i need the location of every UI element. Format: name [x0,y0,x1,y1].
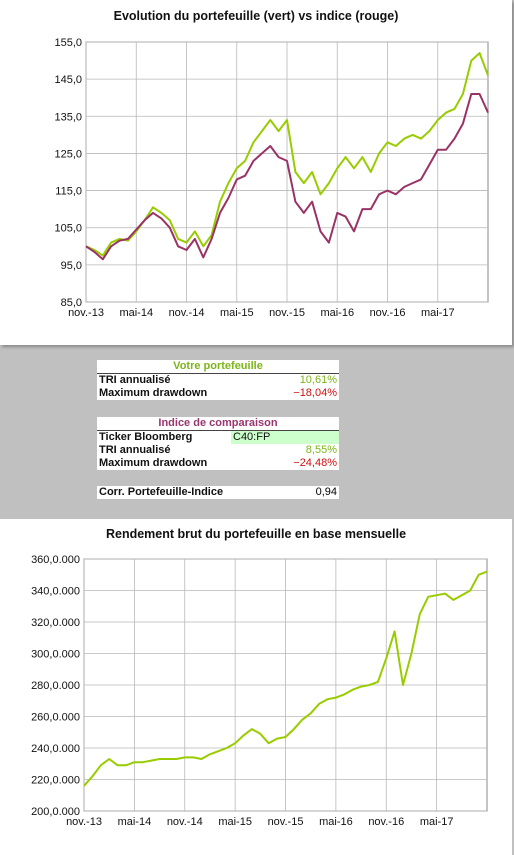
x-tick-label: mai-14 [119,307,153,319]
y-tick-label: 115,0 [55,186,82,198]
x-tick-label: nov.-16 [370,307,406,319]
portfolio-table: Votre portefeuille TRI annualisé 10,61% … [97,360,339,400]
x-tick-label: mai-15 [220,307,254,319]
y-tick-label: 280,0.000 [31,680,80,692]
monthly-return-chart: 200,0.000 220,0.000 240,0.000 260,0.000 280,… [31,554,488,828]
y-tick-label: 95,0 [61,260,82,272]
index-table-header: Indice de comparaison [97,417,339,431]
y-tick-label: 145,0 [54,74,82,86]
portfolio-table-header: Votre portefeuille [97,360,339,374]
y-tick-label: 240,0.000 [31,743,80,755]
y-tick-label: 125,0 [54,148,82,160]
index-ticker-label: Ticker Bloomberg [99,431,193,443]
y-tick-label: 320,0.000 [31,617,80,629]
series-line-portefeuille [83,570,488,787]
x-tick-label: mai-14 [118,816,152,828]
x-tick-label: nov.-14 [169,307,205,319]
index-table: Indice de comparaison Ticker Bloomberg C… [97,417,339,470]
x-tick-label: nov.-13 [66,816,102,828]
y-tick-label: 85,0 [61,297,82,309]
y-tick-label: 200,0.000 [31,806,80,818]
portfolio-tri-value: 10,61% [299,374,337,386]
x-tick-label: nov.-15 [269,307,305,319]
x-tick-label: nov.-13 [68,307,104,319]
x-tick-label: nov.-15 [268,816,304,828]
x-tick-label: mai-17 [420,816,454,828]
y-tick-label: 360,0.000 [31,554,80,566]
index-tri-label: TRI annualisé [99,444,171,456]
portfolio-vs-index-chart: 85,0 95,0 105,0 115,0 125,0 135,0 145,0 155,0 no… [54,37,489,319]
x-tick-label: nov.-14 [167,816,203,828]
index-ticker-value: C40:FP [231,430,339,444]
y-tick-label: 340,0.000 [31,586,80,598]
correlation-table: Corr. Portefeuille-Indice 0,94 [97,486,339,499]
y-tick-label: 105,0 [54,223,82,235]
index-drawdown-value: −24,48% [293,457,337,469]
bottom-chart-title: Rendement brut du portefeuille en base m… [105,527,407,541]
top-chart-title: Evolution du portefeuille (vert) vs indi… [113,9,399,23]
y-tick-label: 300,0.000 [31,649,80,661]
bottom-chart-panel: Rendement brut du portefeuille en base m… [0,519,512,855]
correlation-value: 0,94 [315,486,337,498]
correlation-label: Corr. Portefeuille-Indice [99,486,224,498]
top-chart-panel: Evolution du portefeuille (vert) vs indi… [0,0,512,345]
portfolio-drawdown-value: −18,04% [293,387,337,399]
x-tick-label: mai-16 [320,307,354,319]
x-tick-label: mai-16 [319,816,353,828]
series-line-indice [85,93,489,261]
y-tick-label: 220,0.000 [31,775,80,787]
y-tick-label: 155,0 [54,37,82,49]
x-tick-label: nov.-16 [368,816,404,828]
portfolio-tri-label: TRI annualisé [99,374,171,386]
series-line-portefeuille [85,52,489,257]
index-tri-value: 8,55% [305,444,337,456]
x-tick-label: mai-17 [421,307,455,319]
x-tick-label: mai-15 [218,816,252,828]
portfolio-drawdown-label: Maximum drawdown [99,387,208,399]
index-drawdown-label: Maximum drawdown [99,457,208,469]
y-tick-label: 135,0 [54,111,82,123]
y-tick-label: 260,0.000 [31,712,80,724]
